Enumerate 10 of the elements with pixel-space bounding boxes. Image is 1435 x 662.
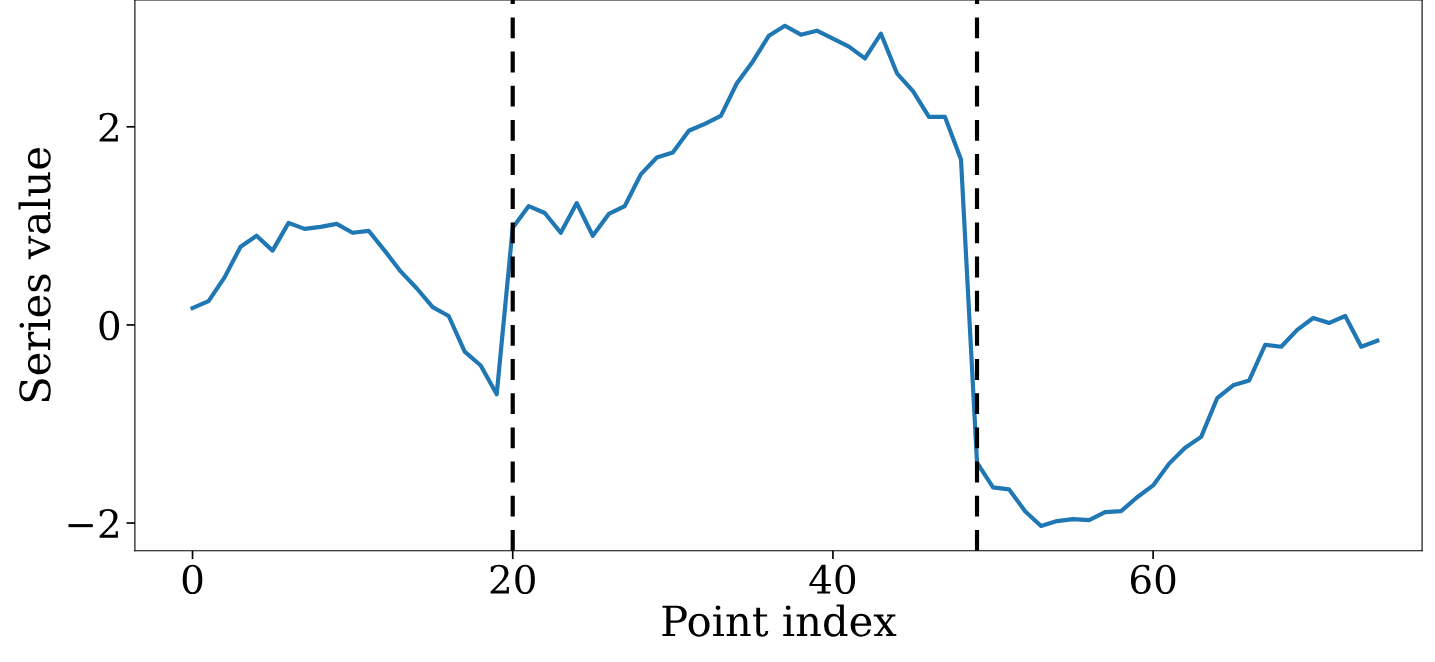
y-tick-label: −2 [68, 508, 118, 538]
x-tick-label: 60 [1130, 564, 1176, 595]
y-tick-label: 2 [99, 112, 118, 142]
y-axis-title: Series value [18, 148, 51, 402]
y-tick-label: 0 [99, 310, 120, 341]
x-axis-title: Point index [662, 604, 897, 637]
x-tick-label: 20 [490, 564, 535, 595]
x-tick-label: 40 [809, 564, 856, 595]
line-series [190, 23, 1380, 529]
x-tick-label: 0 [182, 564, 203, 595]
